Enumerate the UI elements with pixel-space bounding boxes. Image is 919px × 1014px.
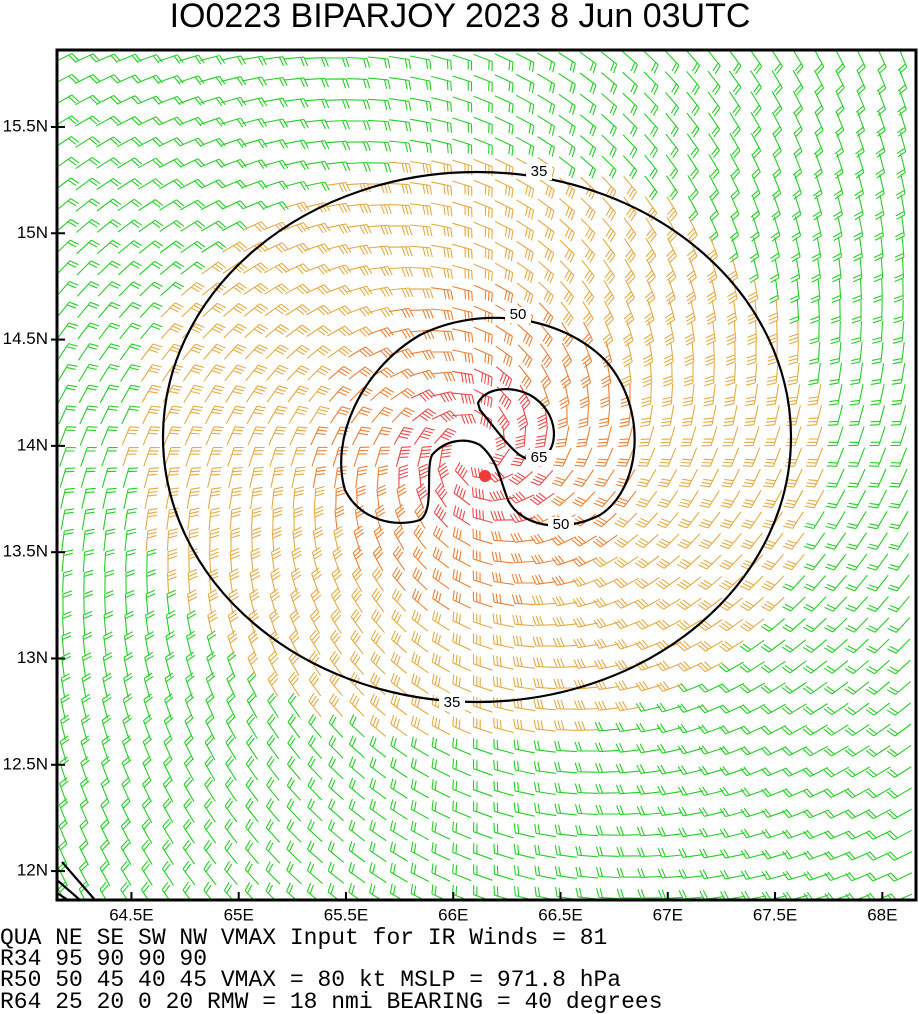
barb-set [57,50,913,900]
label-bg [439,695,465,711]
contour-label: 50 [510,306,527,323]
contour-labels: 35 50 65 50 35 [439,163,574,711]
info-line: R34 95 90 90 90 [0,946,207,972]
y-tick-label: 14.5N [3,329,48,348]
plot-frame [55,48,918,902]
contour-label: 35 [444,694,461,711]
label-bg [505,307,531,323]
info-table: QUA NE SE SW NW VMAX Input for IR Winds … [0,925,663,1014]
y-tick-label: 14N [17,435,48,454]
contour-50 [340,316,636,527]
y-tick-label: 13.5N [3,542,48,561]
storm-center [479,470,491,482]
contour-label: 50 [553,516,570,533]
info-line: R50 50 45 40 45 VMAX = 80 kt MSLP = 971.… [0,967,621,993]
x-tick-label: 64.5E [109,905,153,924]
contours [57,170,793,900]
barb-set [310,283,637,611]
x-tick-label: 66E [438,905,468,924]
y-tick-label: 15N [17,223,48,242]
contour-label: 35 [531,163,548,180]
y-tick-label: 12N [17,861,48,880]
contour-35 [161,170,793,704]
x-tick-label: 65E [224,905,254,924]
x-tick-label: 66.5E [538,905,582,924]
label-bg [526,450,552,466]
label-bg [548,517,574,533]
info-line: R64 25 20 0 20 RMW = 18 nmi BEARING = 40… [0,989,663,1014]
info-line: QUA NE SE SW NW VMAX Input for IR Winds … [0,925,607,951]
title: IO0223 BIPARJOY 2023 8 Jun 03UTC [170,0,751,35]
y-tick-label: 15.5N [3,116,48,135]
y-tick-label: 13N [17,648,48,667]
contour-65 [476,388,555,462]
barb-set [121,157,825,737]
x-tick-label: 67.5E [753,905,797,924]
axes: 64.5E 65E 65.5E 66E 66.5E 67E 67.5E 68E 12N 12.5N… [3,116,898,924]
contour-label: 65 [531,449,548,466]
x-tick-label: 68E [867,905,897,924]
label-bg [526,164,552,180]
y-tick-label: 12.5N [3,754,48,773]
x-tick-label: 67E [653,905,683,924]
x-tick-label: 65.5E [324,905,368,924]
